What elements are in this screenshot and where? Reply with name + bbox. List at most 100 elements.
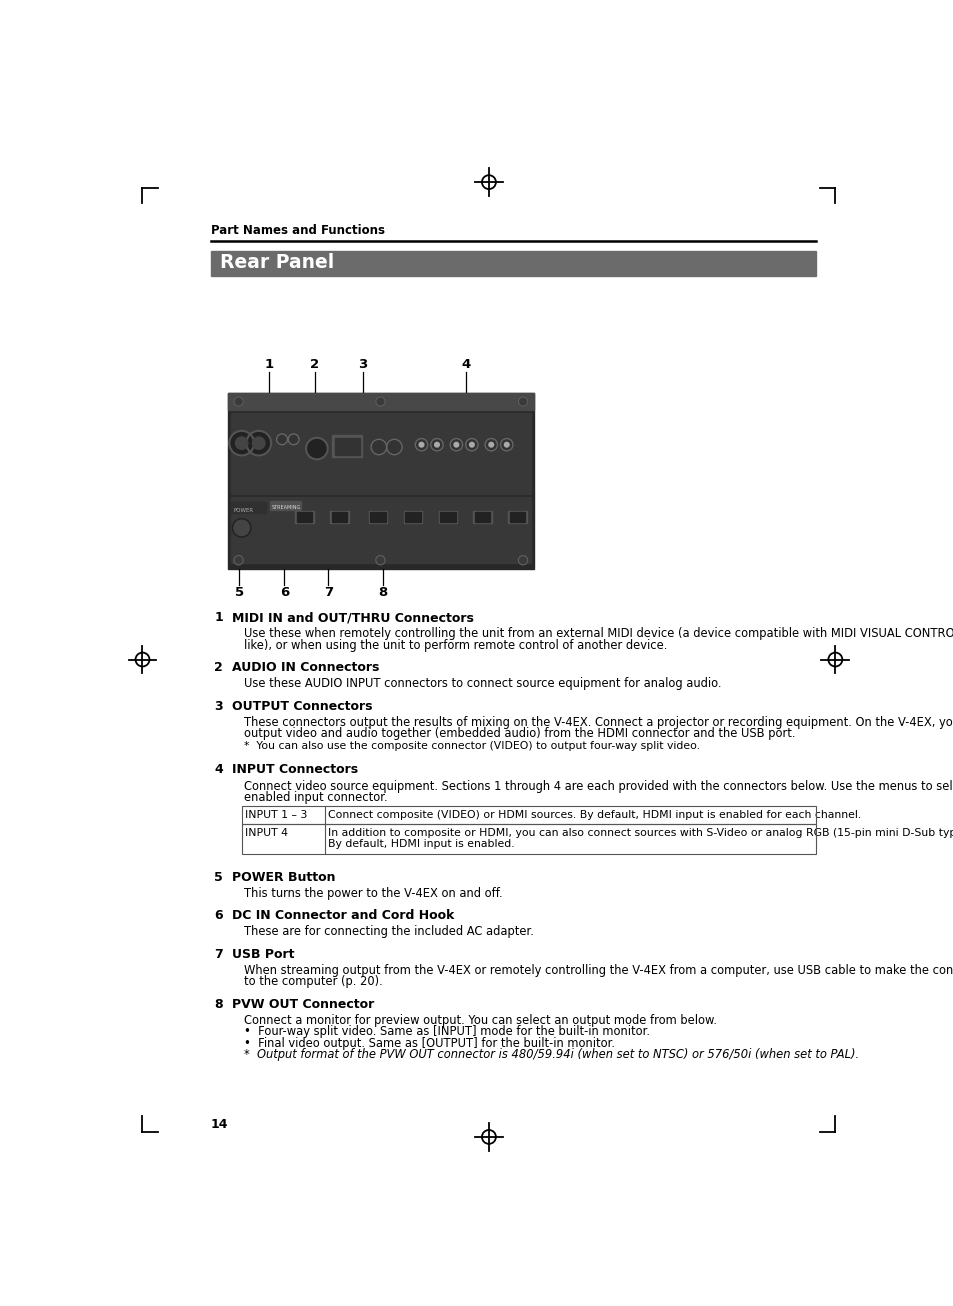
Bar [473, 511, 492, 524]
Bar [370, 512, 385, 521]
Bar [369, 511, 387, 524]
Circle shape [517, 555, 527, 564]
Text: 14: 14 [211, 1118, 228, 1131]
Text: When streaming output from the V-4EX or remotely controlling the V-4EX from a co: When streaming output from the V-4EX or … [244, 964, 953, 977]
Text: MIDI IN and OUT/THRU Connectors: MIDI IN and OUT/THRU Connectors [232, 611, 473, 624]
Text: 1: 1 [264, 358, 274, 371]
Circle shape [469, 443, 474, 447]
Text: This turns the power to the V-4EX on and off.: This turns the power to the V-4EX on and… [244, 887, 502, 900]
Bar [231, 413, 530, 494]
Text: Part Names and Functions: Part Names and Functions [211, 223, 384, 236]
Text: 8: 8 [377, 586, 387, 599]
Text: •  Final video output. Same as [OUTPUT] for the built-in monitor.: • Final video output. Same as [OUTPUT] f… [244, 1037, 615, 1050]
Bar [403, 511, 422, 524]
Text: STREAMING: STREAMING [272, 504, 301, 509]
Bar [332, 435, 361, 457]
Bar [332, 512, 347, 521]
Text: *  You can also use the composite connector (VIDEO) to output four-way split vid: * You can also use the composite connect… [244, 741, 700, 751]
Text: POWER Button: POWER Button [232, 871, 335, 884]
Circle shape [288, 434, 298, 445]
Text: DC IN Connector and Cord Hook: DC IN Connector and Cord Hook [232, 909, 454, 922]
Circle shape [435, 443, 439, 447]
Text: like), or when using the unit to perform remote control of another device.: like), or when using the unit to perform… [244, 639, 667, 652]
Circle shape [371, 439, 386, 454]
Circle shape [386, 439, 402, 454]
Bar [508, 511, 526, 524]
Circle shape [235, 438, 248, 449]
Text: 7: 7 [324, 586, 333, 599]
Circle shape [484, 439, 497, 451]
Text: enabled input connector.: enabled input connector. [244, 791, 387, 804]
Circle shape [504, 443, 509, 447]
Text: PVW OUT Connector: PVW OUT Connector [232, 998, 374, 1011]
Circle shape [517, 397, 527, 406]
Circle shape [418, 443, 423, 447]
Text: AUDIO IN Connectors: AUDIO IN Connectors [232, 661, 378, 674]
Circle shape [375, 397, 385, 406]
Circle shape [233, 520, 249, 535]
Text: 7: 7 [214, 948, 223, 960]
Bar [296, 512, 312, 521]
Bar [294, 511, 314, 524]
Bar [231, 498, 530, 563]
Bar [228, 393, 534, 568]
Bar [439, 512, 456, 521]
Bar [231, 503, 266, 513]
Text: *  Output format of the PVW OUT connector is 480/59.94i (when set to NTSC) or 57: * Output format of the PVW OUT connector… [244, 1049, 859, 1062]
Circle shape [454, 443, 458, 447]
Text: These connectors output the results of mixing on the V-4EX. Connect a projector : These connectors output the results of m… [244, 716, 953, 729]
Circle shape [276, 434, 287, 445]
Circle shape [246, 431, 271, 456]
Text: USB Port: USB Port [232, 948, 294, 960]
Circle shape [229, 431, 253, 456]
Text: Connect a monitor for preview output. You can select an output mode from below.: Connect a monitor for preview output. Yo… [244, 1013, 717, 1027]
Bar [335, 438, 359, 454]
Text: 5: 5 [214, 871, 223, 884]
Circle shape [500, 439, 513, 451]
Text: 5: 5 [234, 586, 244, 599]
Bar [270, 502, 301, 511]
Text: •  Four-way split video. Same as [INPUT] mode for the built-in monitor.: • Four-way split video. Same as [INPUT] … [244, 1025, 649, 1038]
Text: Connect composite (VIDEO) or HDMI sources. By default, HDMI input is enabled for: Connect composite (VIDEO) or HDMI source… [328, 810, 860, 820]
Text: INPUT 1 – 3: INPUT 1 – 3 [245, 810, 307, 820]
Text: INPUT 4: INPUT 4 [245, 828, 288, 838]
Circle shape [233, 397, 243, 406]
Circle shape [233, 518, 251, 537]
Bar [211, 251, 815, 276]
Bar [241, 806, 815, 824]
Text: output video and audio together (embedded audio) from the HDMI connector and the: output video and audio together (embedde… [244, 727, 795, 741]
Bar [509, 512, 525, 521]
Circle shape [306, 438, 328, 460]
Text: 8: 8 [214, 998, 223, 1011]
Text: 2: 2 [214, 661, 223, 674]
Text: 6: 6 [279, 586, 289, 599]
Text: These are for connecting the included AC adapter.: These are for connecting the included AC… [244, 925, 534, 938]
Text: OUTPUT Connectors: OUTPUT Connectors [232, 700, 372, 713]
Text: Connect video source equipment. Sections 1 through 4 are each provided with the : Connect video source equipment. Sections… [244, 780, 953, 793]
Text: 6: 6 [214, 909, 223, 922]
Bar [330, 511, 348, 524]
Text: 4: 4 [460, 358, 470, 371]
Circle shape [431, 439, 443, 451]
Circle shape [375, 555, 385, 564]
Text: 3: 3 [214, 700, 223, 713]
Bar [475, 512, 490, 521]
Text: 3: 3 [357, 358, 367, 371]
Circle shape [253, 438, 265, 449]
Text: to the computer (p. 20).: to the computer (p. 20). [244, 976, 382, 989]
Text: Use these AUDIO INPUT connectors to connect source equipment for analog audio.: Use these AUDIO INPUT connectors to conn… [244, 678, 720, 691]
Circle shape [465, 439, 477, 451]
Bar [438, 511, 456, 524]
Bar [241, 824, 815, 854]
Circle shape [488, 443, 493, 447]
Text: Rear Panel: Rear Panel [220, 253, 334, 273]
Text: INPUT Connectors: INPUT Connectors [232, 764, 357, 777]
Text: In addition to composite or HDMI, you can also connect sources with S-Video or a: In addition to composite or HDMI, you ca… [328, 828, 953, 838]
Circle shape [415, 439, 427, 451]
Text: POWER: POWER [233, 508, 253, 513]
Text: Use these when remotely controlling the unit from an external MIDI device (a dev: Use these when remotely controlling the … [244, 627, 953, 640]
Text: 2: 2 [310, 358, 318, 371]
Circle shape [450, 439, 462, 451]
Bar [405, 512, 420, 521]
Text: 1: 1 [214, 611, 223, 624]
